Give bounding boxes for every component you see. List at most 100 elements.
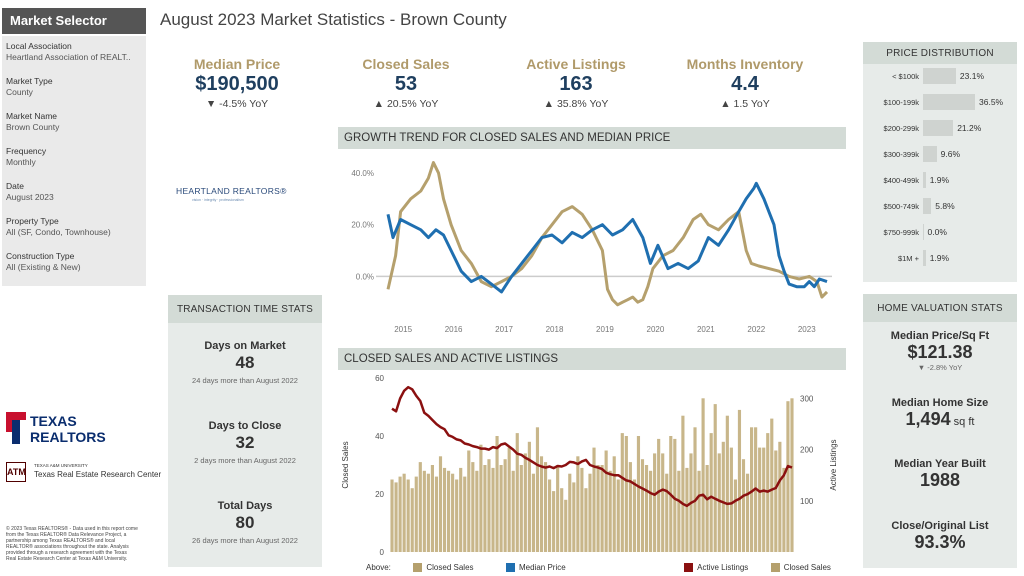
price-dist-row: $750-999k 0.0% xyxy=(863,222,1017,242)
closed-sales-bar xyxy=(447,470,451,552)
closed-sales-bar xyxy=(552,491,556,552)
stat-title: Days on Market xyxy=(204,340,286,352)
y-axis-label: Closed Sales xyxy=(341,441,350,488)
heartland-logo-tagline: vision · integrity · professionalism xyxy=(192,198,244,202)
price-dist-label: < $100k xyxy=(892,72,919,81)
closed-sales-bar xyxy=(556,465,560,552)
closed-sales-bar xyxy=(677,470,681,552)
x-tick-label: 2016 xyxy=(445,325,463,334)
closed-sales-bar xyxy=(503,459,507,552)
closed-sales-bar xyxy=(636,436,641,552)
y-tick-label: 40 xyxy=(375,432,384,441)
price-dist-bar xyxy=(923,94,975,110)
selector-property-type[interactable]: Property Type All (SF, Condo, Townhouse) xyxy=(6,216,146,238)
stat-sub: 2 days more than August 2022 xyxy=(194,456,296,465)
closed-sales-bar xyxy=(564,499,568,552)
closed-sales-bar xyxy=(438,456,443,552)
closed-sales-bar xyxy=(758,447,762,552)
selector-label: Date xyxy=(6,181,24,191)
closed-sales-bar xyxy=(495,436,499,552)
price-dist-row: $400-499k 1.9% xyxy=(863,170,1017,190)
kpi-value: 53 xyxy=(394,73,418,95)
closed-sales-bar xyxy=(632,479,636,552)
closed-sales-bar xyxy=(422,470,426,552)
closed-sales-bar xyxy=(649,470,653,552)
y-tick-label: 0.0% xyxy=(356,272,374,281)
hv-value: $121.38 xyxy=(907,342,973,362)
closed-sales-bar xyxy=(588,473,592,552)
closed-sales-bar xyxy=(721,441,725,552)
closed-sales-bar xyxy=(487,459,491,552)
series-line-median-price xyxy=(386,181,828,294)
hv-median-home-size: Median Home Size 1,494 sq ft xyxy=(863,397,1017,430)
closed-sales-bar xyxy=(778,441,782,552)
closed-sales-bar xyxy=(762,447,766,552)
kpi-median-price: Median Price $190,500 ▼ -4.5% YoY xyxy=(172,56,302,110)
closed-sales-bar xyxy=(644,465,649,552)
closed-sales-bar xyxy=(459,467,463,552)
stat-value: 32 xyxy=(235,433,255,452)
x-tick-label: 2018 xyxy=(546,325,564,334)
selector-label: Property Type xyxy=(6,216,59,226)
closed-sales-bar xyxy=(426,473,430,552)
price-dist-row: $300-399k 9.6% xyxy=(863,144,1017,164)
price-dist-bar xyxy=(923,68,956,84)
chart-legend: Above: Closed Sales Median Price Active … xyxy=(366,563,831,573)
selector-construction-type[interactable]: Construction Type All (Existing & New) xyxy=(6,251,146,273)
selector-market-type[interactable]: Market Type County xyxy=(6,76,146,98)
kpi-value: 4.4 xyxy=(731,73,759,95)
price-distribution-panel: PRICE DISTRIBUTION < $100k 23.1% $100-199k… xyxy=(863,42,1017,282)
closed-sales-bar xyxy=(434,476,439,552)
selector-local-association[interactable]: Local Association Heartland Association o… xyxy=(6,41,146,63)
kpi-closed-sales: Closed Sales 53 ▲ 20.5% YoY xyxy=(341,56,471,110)
closed-sales-bar xyxy=(568,473,572,552)
closed-sales-bar xyxy=(729,447,733,552)
y-tick-label: 20.0% xyxy=(351,221,374,230)
y-tick-label: 40.0% xyxy=(351,169,374,178)
closed-sales-bar xyxy=(596,465,600,552)
transaction-time-panel: TRANSACTION TIME STATS Days on Market 48… xyxy=(168,295,322,567)
price-dist-bar xyxy=(923,224,924,240)
closed-sales-bar xyxy=(414,476,418,552)
closed-sales-bar xyxy=(406,479,410,552)
closed-sales-bar xyxy=(697,470,701,552)
x-tick-label: 2021 xyxy=(697,325,715,334)
legend-median-price: Median Price xyxy=(518,563,566,572)
selector-value: All (SF, Condo, Townhouse) xyxy=(6,227,111,237)
closed-sales-bar xyxy=(402,473,406,552)
closed-sales-bar xyxy=(786,401,790,552)
closed-sales-bar xyxy=(701,398,705,552)
series-line-closed-sales xyxy=(386,161,829,307)
kpi-active-listings: Active Listings 163 ▲ 35.8% YoY xyxy=(511,56,641,110)
y-tick-label: 60 xyxy=(375,374,384,383)
closed-sales-bar xyxy=(390,479,394,552)
hv-title: Median Year Built xyxy=(894,458,986,470)
stat-title: Total Days xyxy=(217,500,273,512)
closed-sales-bar xyxy=(394,482,398,552)
closed-sales-bar xyxy=(523,453,527,552)
selector-market-name[interactable]: Market Name Brown County xyxy=(6,111,146,133)
selector-frequency[interactable]: Frequency Monthly xyxy=(6,146,146,168)
copyright-footnote: © 2023 Texas REALTORS® - Data used in th… xyxy=(6,526,138,562)
closed-sales-bar xyxy=(572,482,576,552)
y2-tick-label: 300 xyxy=(800,394,814,403)
closed-sales-bar xyxy=(507,447,511,552)
kpi-label: Months Inventory xyxy=(686,56,804,72)
closed-sales-listings-header: CLOSED SALES AND ACTIVE LISTINGS xyxy=(338,348,846,370)
closed-sales-bar xyxy=(733,479,737,552)
closed-sales-bar xyxy=(774,450,778,552)
closed-sales-bar xyxy=(725,415,729,552)
closed-sales-bar xyxy=(398,476,402,552)
closed-sales-bar xyxy=(535,427,540,552)
closed-sales-bar xyxy=(624,436,628,552)
hv-value: 1,494 xyxy=(905,409,951,429)
selector-value: Brown County xyxy=(6,122,60,132)
closed-sales-bar xyxy=(471,462,475,552)
kpi-value: 163 xyxy=(559,73,593,95)
page-title: August 2023 Market Statistics - Brown Co… xyxy=(160,10,507,29)
closed-sales-bar xyxy=(604,450,608,552)
x-tick-label: 2015 xyxy=(394,325,412,334)
selector-date[interactable]: Date August 2023 xyxy=(6,181,146,203)
x-tick-label: 2017 xyxy=(495,325,513,334)
legend-active-listings: Active Listings xyxy=(697,563,749,572)
